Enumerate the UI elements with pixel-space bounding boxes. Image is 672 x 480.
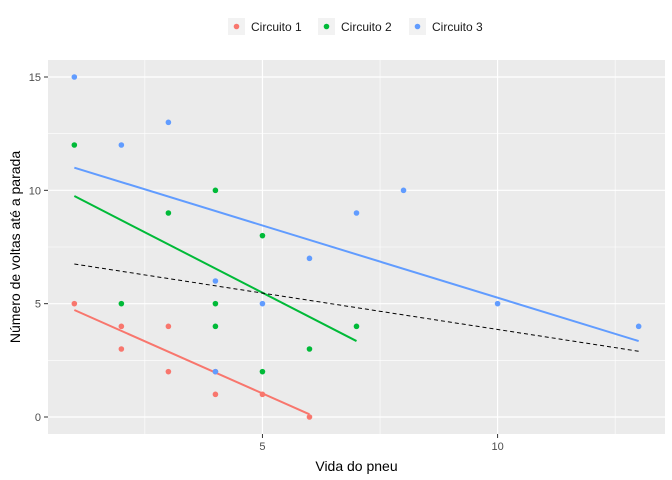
- legend-label: Circuito 2: [341, 20, 392, 34]
- data-point: [306, 255, 313, 262]
- data-point: [400, 187, 407, 194]
- data-point: [635, 323, 642, 330]
- data-point: [212, 300, 219, 307]
- legend-marker: [414, 23, 421, 30]
- data-point: [306, 414, 313, 420]
- data-point: [259, 391, 266, 398]
- legend-label: Circuito 1: [251, 20, 302, 34]
- data-point: [71, 74, 78, 80]
- data-points: [71, 74, 642, 420]
- data-point: [118, 142, 125, 148]
- data-point: [353, 210, 360, 216]
- data-point: [212, 278, 219, 284]
- y-tick-label: 5: [35, 299, 41, 311]
- axis-ticks: 5 10 0 5 10 15: [29, 72, 504, 453]
- data-point: [259, 300, 266, 307]
- legend-marker: [323, 23, 330, 30]
- data-point: [118, 323, 125, 330]
- data-point: [165, 323, 172, 330]
- y-tick-label: 10: [29, 185, 41, 197]
- y-tick-label: 15: [29, 72, 41, 84]
- data-point: [259, 232, 266, 239]
- fit-line: [73, 195, 357, 342]
- regression-lines: [73, 166, 639, 416]
- data-point: [212, 391, 219, 398]
- data-point: [306, 346, 313, 352]
- legend-label: Circuito 3: [432, 20, 483, 34]
- data-point: [212, 323, 219, 330]
- y-tick-label: 0: [35, 412, 41, 424]
- x-tick-label: 10: [491, 441, 503, 453]
- data-point: [118, 346, 125, 352]
- fit-line: [73, 309, 310, 416]
- data-point: [212, 187, 219, 194]
- y-axis-title: Número de voltas até a parada: [7, 151, 23, 343]
- data-point: [259, 368, 266, 375]
- data-point: [165, 119, 172, 126]
- data-point: [212, 368, 219, 375]
- data-point: [165, 368, 172, 375]
- data-point: [71, 300, 78, 307]
- data-point: [71, 142, 78, 148]
- x-tick-label: 5: [259, 441, 265, 453]
- fit-line: [74, 166, 639, 343]
- data-point: [353, 323, 360, 330]
- data-point: [165, 210, 172, 216]
- grid-minor: [48, 60, 665, 434]
- legend-marker: [233, 23, 240, 30]
- legend: Circuito 1 Circuito 2 Circuito 3: [228, 18, 483, 35]
- data-point: [118, 300, 125, 307]
- x-axis-title: Vida do pneu: [315, 458, 397, 474]
- data-point: [494, 300, 501, 307]
